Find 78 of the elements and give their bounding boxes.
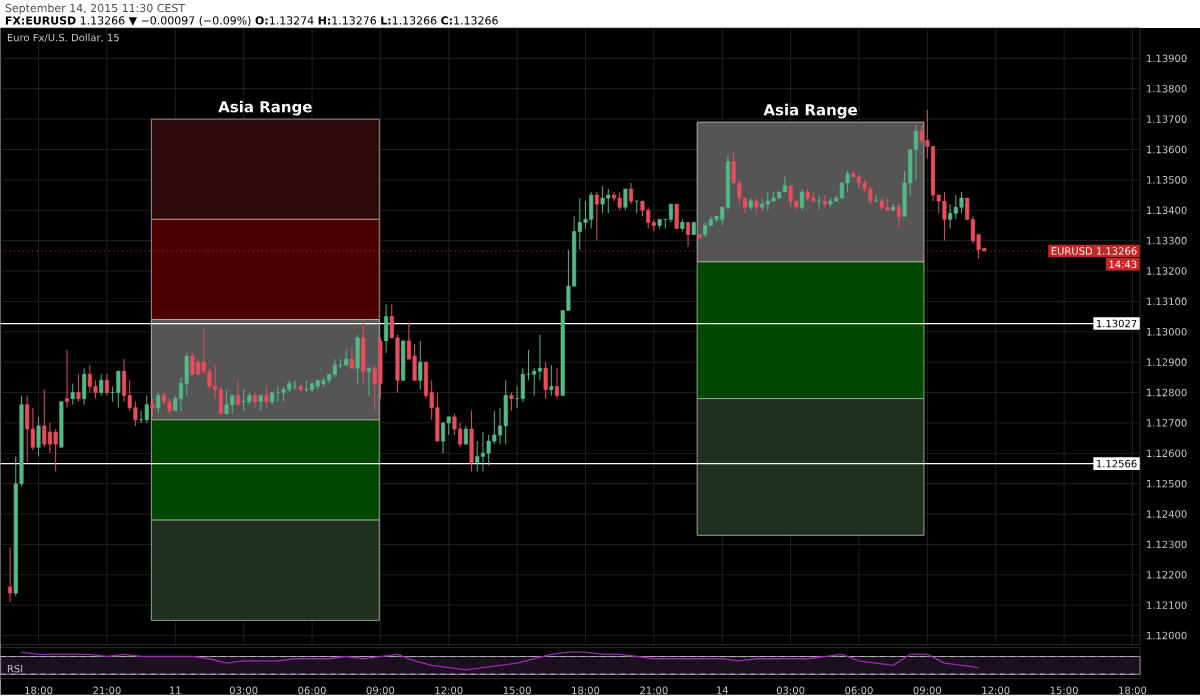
- candlestick: [99, 373, 104, 397]
- candlestick: [799, 188, 805, 211]
- chart-subtitle: Euro Fx/U.S. Dollar, 15: [7, 33, 119, 43]
- candlestick: [874, 194, 879, 202]
- x-tick-label: 18:00: [1119, 686, 1147, 695]
- y-tick-label: 1.13700: [1147, 115, 1187, 124]
- candlestick: [264, 386, 269, 409]
- candlestick: [668, 203, 674, 224]
- candlestick: [36, 416, 41, 457]
- y-tick-label: 1.12300: [1147, 540, 1187, 549]
- candlestick: [349, 346, 354, 369]
- y-tick-label: 1.13800: [1147, 85, 1187, 93]
- candlestick: [554, 367, 560, 400]
- text: RSI: [7, 665, 23, 673]
- candlestick: [896, 203, 901, 230]
- x-tick-label: 03:00: [776, 686, 805, 695]
- x-tick-label: 09:00: [913, 686, 942, 695]
- band-label: Asia Range: [763, 104, 857, 119]
- candlestick: [629, 182, 634, 205]
- x-tick-label: 21:00: [640, 686, 668, 695]
- candlestick: [150, 398, 155, 418]
- ref-line-label: 1.12566: [1096, 460, 1137, 468]
- chart-title: FX:EURUSD 1.13266 ▼ −0.00097 (−0.09%) O:1.13274 H:1.13276 L:1.13266 C:1.13266: [5, 16, 498, 27]
- y-tick-label: 1.13500: [1147, 176, 1187, 184]
- candlestick: [65, 349, 70, 409]
- x-tick-label: 18:00: [25, 686, 53, 695]
- candlestick: [116, 370, 121, 409]
- candlestick: [543, 361, 548, 400]
- x-tick-label: 12:00: [982, 686, 1010, 695]
- candlestick: [509, 392, 514, 412]
- x-tick-label: 18:00: [572, 686, 600, 695]
- y-tick-label: 1.12200: [1147, 571, 1187, 579]
- candlestick: [76, 373, 81, 403]
- x-tick-label: 03:00: [229, 686, 258, 695]
- candlestick: [70, 383, 75, 406]
- y-tick-label: 1.12400: [1147, 510, 1187, 518]
- x-tick-label: 11: [170, 686, 181, 694]
- text: September 14, 2015 11:30 CEST: [5, 3, 186, 15]
- ref-line-label: EURUSD 1.13266: [1051, 247, 1137, 255]
- y-tick-label: 1.12600: [1147, 449, 1187, 458]
- y-tick-label: 1.13900: [1147, 54, 1187, 63]
- y-tick-label: 1.12900: [1147, 358, 1187, 367]
- y-tick-label: 1.12800: [1147, 388, 1187, 397]
- x-tick-label: 15:00: [503, 686, 531, 695]
- candlestick: [634, 200, 639, 214]
- y-tick-label: 1.12000: [1147, 631, 1187, 640]
- y-tick-label: 1.13400: [1147, 206, 1187, 215]
- y-tick-label: 1.12100: [1147, 601, 1187, 610]
- candlestick: [686, 222, 691, 248]
- x-tick-label: 21:00: [93, 686, 121, 695]
- ref-line-label: 1.13027: [1096, 319, 1137, 328]
- annotation: 14:43: [1109, 260, 1137, 269]
- x-tick-label: 12:00: [435, 686, 463, 695]
- candlestick: [549, 364, 554, 397]
- x-tick-label: 14: [716, 686, 729, 694]
- y-tick-label: 1.13300: [1147, 237, 1187, 245]
- candlestick: [8, 547, 13, 603]
- candlestick: [623, 188, 628, 211]
- y-tick-label: 1.13200: [1147, 267, 1187, 275]
- candlestick: [366, 367, 372, 397]
- x-tick-label: 09:00: [366, 686, 395, 695]
- y-tick-label: 1.13600: [1147, 145, 1187, 154]
- x-tick-label: 06:00: [298, 686, 326, 695]
- candlestick: [235, 380, 241, 406]
- band-label: Asia Range: [218, 100, 312, 116]
- candlestick: [253, 392, 258, 409]
- candlestick: [817, 194, 822, 211]
- candlestick: [156, 392, 161, 415]
- y-tick-label: 1.13100: [1147, 297, 1187, 306]
- y-tick-label: 1.12700: [1147, 419, 1187, 427]
- y-tick-label: 1.13000: [1147, 328, 1187, 336]
- x-tick-label: 06:00: [845, 686, 873, 695]
- x-tick-label: 15:00: [1050, 686, 1078, 695]
- candlestick: [104, 373, 109, 397]
- y-tick-label: 1.12500: [1147, 480, 1187, 488]
- candlestick: [594, 191, 599, 242]
- candlestick: [418, 340, 423, 391]
- candlestick: [463, 425, 468, 445]
